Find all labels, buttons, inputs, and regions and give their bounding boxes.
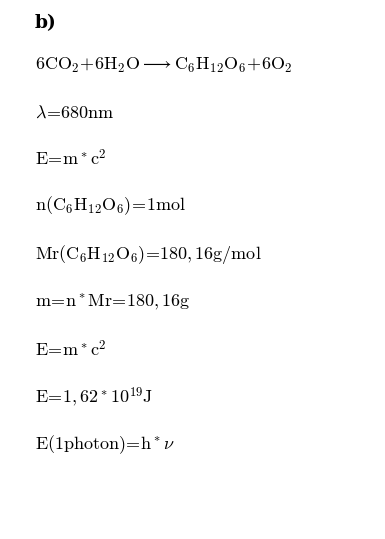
Text: $\lambda\!=\!680\mathrm{nm}$: $\lambda\!=\!680\mathrm{nm}$ [35, 104, 114, 122]
Text: $\mathrm{E}\!=\!\mathrm{1,62}^*\mathrm{10}^{19}\mathrm{J}$: $\mathrm{E}\!=\!\mathrm{1,62}^*\mathrm{1… [35, 385, 153, 409]
Text: $\mathrm{Mr(C_6H_{12}O_6)}\!=\!\mathrm{180,16g/mol}$: $\mathrm{Mr(C_6H_{12}O_6)}\!=\!\mathrm{1… [35, 244, 261, 266]
Text: $\mathrm{E(1photon)}\!=\!\mathrm{h}^*\nu$: $\mathrm{E(1photon)}\!=\!\mathrm{h}^*\nu… [35, 433, 174, 456]
Text: $6\mathrm{CO_2}\!+\!6\mathrm{H_2O} \longrightarrow \mathrm{C_6H_{12}O_6}\!+\!6\m: $6\mathrm{CO_2}\!+\!6\mathrm{H_2O} \long… [35, 56, 292, 75]
Text: $\mathrm{n(C_6H_{12}O_6)}\!=\!\mathrm{1mol}$: $\mathrm{n(C_6H_{12}O_6)}\!=\!\mathrm{1m… [35, 195, 186, 217]
Text: $\mathrm{E}\!=\!\mathrm{m}^*\mathrm{c}^2$: $\mathrm{E}\!=\!\mathrm{m}^*\mathrm{c}^2… [35, 149, 106, 169]
Text: $\mathrm{m}\!=\!\mathrm{n}^*\mathrm{Mr}\!=\!\mathrm{180,16g}$: $\mathrm{m}\!=\!\mathrm{n}^*\mathrm{Mr}\… [35, 293, 190, 313]
Text: $\mathrm{E}\!=\!\mathrm{m}^*\mathrm{c}^2$: $\mathrm{E}\!=\!\mathrm{m}^*\mathrm{c}^2… [35, 340, 106, 361]
Text: b): b) [35, 13, 56, 32]
